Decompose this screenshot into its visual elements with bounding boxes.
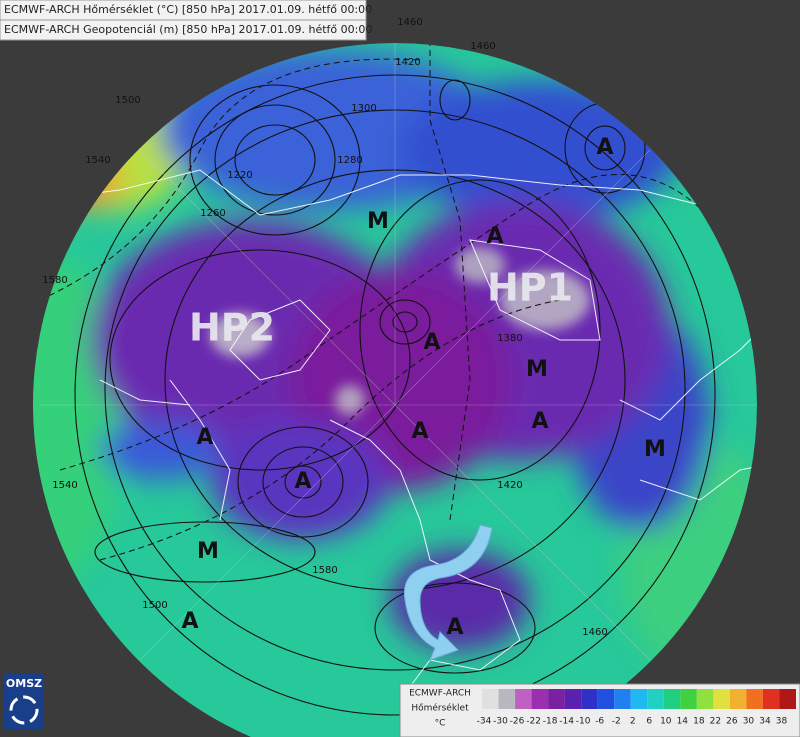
pressure-marker: A	[196, 425, 213, 450]
legend-tick-label: -18	[543, 717, 558, 727]
legend: ECMWF-ARCH Hőmérséklet °C -34 -30 -26 -22 -1…	[399, 683, 800, 737]
legend-variable: Hőmérséklet	[411, 703, 469, 714]
legend-tick-label: 22	[710, 717, 721, 727]
color-swatch	[647, 689, 664, 709]
legend-tick-label: -22	[526, 717, 541, 727]
legend-tick-label: 10	[660, 717, 672, 727]
contour-label: 1500	[115, 95, 140, 106]
contour-label: 1280	[337, 155, 362, 166]
pressure-marker: A	[596, 135, 613, 160]
legend-tick-label: 2	[630, 717, 636, 727]
contour-label: 1500	[142, 600, 167, 611]
legend-tick-label: -26	[510, 717, 525, 727]
region-label: HP2	[189, 306, 275, 350]
pressure-marker: A	[531, 409, 548, 434]
contour-label: 1460	[582, 627, 607, 638]
pressure-marker: A	[294, 469, 311, 494]
color-swatch	[762, 689, 780, 709]
region-label: HP1	[487, 266, 573, 310]
legend-tick-label: -30	[493, 717, 508, 727]
color-swatch	[597, 689, 615, 709]
color-swatch	[630, 689, 648, 709]
contour-label: 1260	[200, 208, 225, 219]
color-swatch	[531, 689, 549, 709]
pressure-marker: A	[181, 609, 198, 634]
legend-tick-label: -14	[559, 717, 574, 727]
logo-text: OMSZ	[6, 677, 42, 690]
color-swatch	[614, 689, 631, 709]
legend-tick-label: -2	[612, 717, 621, 727]
contour-label: 1580	[312, 565, 337, 576]
legend-title: ECMWF-ARCH	[409, 689, 471, 699]
map-labels: 1460 1420 1460 1300 1280 1220 1260 1540 1500 1580…	[42, 17, 666, 640]
color-swatch	[548, 689, 565, 709]
pressure-marker: A	[486, 224, 503, 249]
contour-label: 1380	[497, 333, 522, 344]
contour-label: 1540	[85, 155, 110, 166]
pressure-marker: A	[423, 330, 440, 355]
legend-tick-label: 6	[646, 717, 652, 727]
contour-label: 1420	[497, 480, 522, 491]
contour-label: 1420	[395, 57, 420, 68]
legend-tick-label: 38	[776, 717, 788, 727]
color-swatch	[498, 689, 516, 709]
header-line: ECMWF-ARCH Hőmérséklet (°C) [850 hPa] 20…	[4, 3, 372, 16]
contour-label: 1460	[470, 41, 495, 52]
contour-label: 1300	[351, 103, 376, 114]
legend-tick-label: -6	[595, 717, 604, 727]
contour-label: 1460	[397, 17, 422, 28]
header: ECMWF-ARCH Hőmérséklet (°C) [850 hPa] 20…	[0, 0, 372, 41]
legend-unit: °C	[435, 719, 446, 729]
pressure-marker: A	[411, 419, 428, 444]
legend-tick-label: 26	[726, 717, 738, 727]
color-swatch	[713, 689, 730, 709]
color-swatch	[581, 689, 598, 709]
temperature-field	[33, 43, 757, 737]
pressure-marker: A	[446, 615, 463, 640]
color-swatch	[680, 689, 697, 709]
color-swatch	[482, 689, 499, 709]
coastlines	[39, 169, 757, 701]
pressure-marker: M	[526, 357, 548, 382]
color-swatch	[729, 689, 747, 709]
pressure-marker: M	[367, 209, 389, 234]
logo: OMSZ	[4, 674, 44, 730]
contour-label: 1540	[52, 480, 77, 491]
pressure-marker: M	[644, 437, 666, 462]
legend-tick-label: 14	[677, 717, 689, 727]
legend-tick-label: 34	[759, 717, 771, 727]
legend-tick-label: -10	[576, 717, 591, 727]
color-swatch	[663, 689, 681, 709]
legend-tick-label: 30	[743, 717, 755, 727]
color-swatch	[564, 689, 582, 709]
color-swatch	[746, 689, 763, 709]
contour-label: 1580	[42, 275, 67, 286]
color-swatch	[779, 689, 796, 709]
color-swatch	[696, 689, 714, 709]
pressure-marker: M	[197, 539, 219, 564]
legend-tick-label: 18	[693, 717, 705, 727]
flow-arrow	[403, 524, 493, 661]
logo-swirl	[9, 695, 39, 725]
color-swatch	[515, 689, 532, 709]
header-line: ECMWF-ARCH Geopotenciál (m) [850 hPa] 20…	[4, 23, 372, 36]
header-box	[0, 19, 367, 41]
legend-tick-label: -34	[477, 717, 492, 727]
contour-label: 1220	[227, 170, 252, 181]
